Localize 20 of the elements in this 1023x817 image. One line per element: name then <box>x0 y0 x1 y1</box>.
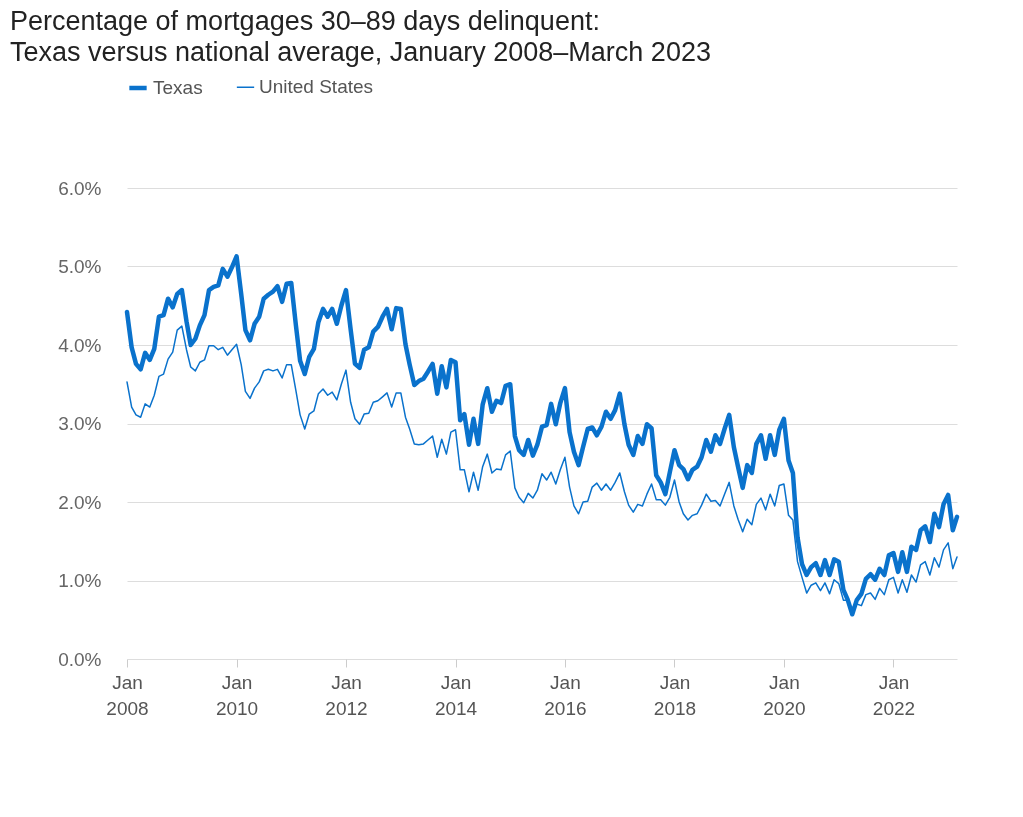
x-tick-label: Jan 2010 <box>215 671 259 719</box>
x-tick-label: Jan 2020 <box>763 671 806 719</box>
y-tick-label: 5.0% <box>58 256 102 277</box>
y-tick-label: 3.0% <box>58 413 102 434</box>
chart-title: Percentage of mortgages 30–89 days delinquent: <box>10 6 600 36</box>
y-tick-label: 4.0% <box>58 334 102 356</box>
x-tick-label: Jan 2016 <box>544 671 587 719</box>
y-tick-label: 1.0% <box>58 570 102 591</box>
x-tick-label: Jan 2012 <box>325 671 368 719</box>
x-tick-label: Jan 2022 <box>872 671 916 719</box>
chart-subtitle: Texas versus national average, January 2008–March 2023 <box>10 37 711 67</box>
x-tick-label: Jan 2014 <box>434 671 478 719</box>
y-tick-label: 6.0% <box>58 177 102 199</box>
legend-label: United States <box>259 76 374 98</box>
y-tick-label: 0.0% <box>58 648 102 670</box>
x-tick-label: Jan 2008 <box>106 671 149 719</box>
legend-label: Texas <box>153 77 203 98</box>
line-series <box>124 254 960 617</box>
y-tick-label: 2.0% <box>58 491 102 513</box>
x-tick-label: Jan 2018 <box>653 671 697 719</box>
